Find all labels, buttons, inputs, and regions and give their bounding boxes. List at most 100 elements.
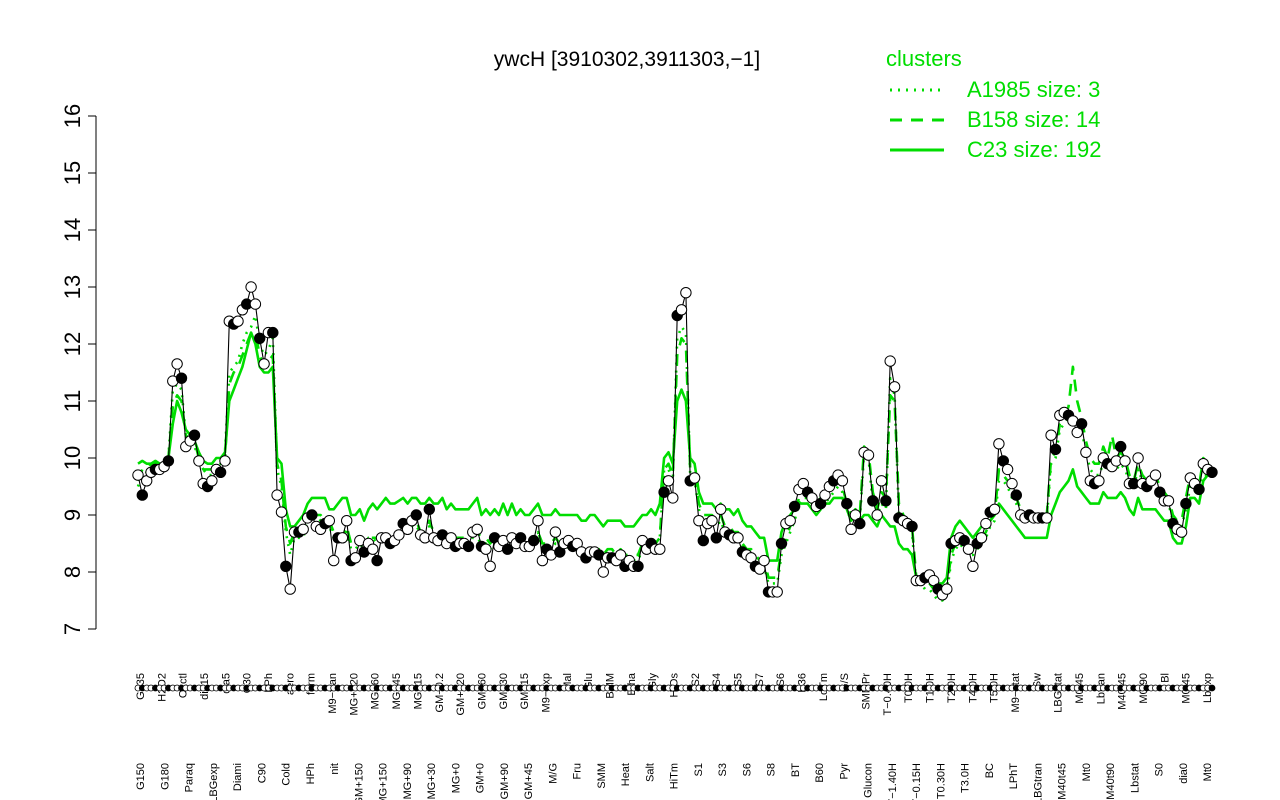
x-tick-label: MG+90 <box>402 763 414 799</box>
data-point <box>136 489 149 501</box>
x-tick-label: T−1.40H <box>887 763 899 800</box>
x-tick-label: Lbstat <box>1129 763 1141 793</box>
data-point <box>1162 495 1175 507</box>
data-point <box>658 486 670 498</box>
x-tick-label: S7 <box>754 673 766 686</box>
data-point <box>1115 440 1127 453</box>
x-tick-label: LBGtran <box>1032 763 1044 800</box>
y-tick-label: 7 <box>60 623 85 635</box>
data-point <box>175 372 188 384</box>
x-tick-label: T−0.15H <box>911 763 923 800</box>
data-point <box>1206 466 1218 478</box>
x-tick-label: dia0 <box>1178 763 1190 784</box>
x-tick-labels: G135H2O2Oxctldia15dia5C30LPhaerofermM9−t… <box>134 672 1216 800</box>
x-tick-label: S1 <box>693 763 705 776</box>
data-point <box>1093 475 1105 487</box>
x-tick-label: BT <box>790 763 802 777</box>
data-point <box>967 560 979 572</box>
x-tick-label: SMMPr <box>861 673 873 710</box>
x-tick-label: GM+90 <box>499 763 511 799</box>
data-point <box>732 532 744 544</box>
legend-label: C23 size: 192 <box>967 137 1102 162</box>
data-point <box>1132 452 1144 464</box>
data-point <box>784 515 796 527</box>
data-point <box>1006 477 1018 490</box>
x-tick-label: T−0.40H <box>882 673 894 716</box>
x-tick-label: Cold <box>281 763 293 786</box>
x-tick-label: LBGexp <box>208 763 220 800</box>
x-tick-label: GM+120 <box>455 673 467 716</box>
y-tick-label: 14 <box>60 218 85 242</box>
x-tick-label: MG+30 <box>426 763 438 799</box>
data-point <box>680 287 692 299</box>
data-point <box>975 532 988 544</box>
data-point <box>462 540 475 553</box>
data-point <box>471 523 483 535</box>
data-point <box>258 358 270 370</box>
data-point <box>323 515 335 527</box>
x-tick-label: MG+120 <box>348 673 360 716</box>
data-point <box>993 438 1005 450</box>
y-tick-label: 11 <box>60 390 85 413</box>
data-point <box>710 532 722 544</box>
x-tick-label: Pyr <box>838 763 850 780</box>
x-tick-label: S4 <box>711 673 723 686</box>
data-point <box>328 554 340 567</box>
data-point <box>941 583 953 595</box>
x-tick-label: S0 <box>1154 763 1166 776</box>
x-tick-label: Etha <box>626 672 638 696</box>
data-point <box>675 304 688 316</box>
legend-title: clusters <box>886 46 962 71</box>
data-point <box>906 520 918 533</box>
data-point <box>280 560 292 572</box>
data-point <box>162 455 175 467</box>
data-point <box>1149 469 1162 481</box>
x-tick-label: M9−tran <box>327 673 339 714</box>
data-point <box>962 543 975 555</box>
data-point <box>697 534 709 547</box>
data-point <box>706 515 718 527</box>
data-point <box>371 554 383 567</box>
data-point <box>1193 483 1205 496</box>
data-point <box>654 543 666 555</box>
data-point <box>336 532 349 544</box>
data-point <box>715 503 727 515</box>
x-tick-label: GM+45 <box>523 763 535 799</box>
data-point <box>788 500 801 513</box>
data-point <box>771 586 783 598</box>
y-tick-label: 12 <box>60 332 85 356</box>
data-point <box>206 475 218 487</box>
x-tick-label: Paraq <box>184 763 196 792</box>
x-tick-label: GM+0 <box>475 763 487 793</box>
x-tick-label: M/G <box>547 763 559 784</box>
data-point <box>193 455 205 467</box>
x-tick-label: M9−exp <box>541 673 553 712</box>
x-tick-label: MG+150 <box>378 763 390 800</box>
data-point <box>171 358 183 370</box>
data-point <box>306 509 318 521</box>
x-tick-label: GM+150 <box>353 763 365 800</box>
x-tick-label: C90 <box>256 763 268 783</box>
x-tick-label: Diami <box>232 763 244 791</box>
x-tick-label: S6 <box>741 763 753 776</box>
data-point <box>341 515 353 527</box>
axes: 7 8 9 10 11 12 13 14 15 16 <box>60 104 97 635</box>
y-tick-label: 10 <box>60 446 85 470</box>
x-tick-label: Mt0 <box>1202 763 1214 781</box>
x-tick-label: LPhT <box>1008 763 1020 790</box>
x-tick-label: T3.0H <box>960 763 972 793</box>
data-point <box>484 560 496 572</box>
x-tick-label: BC <box>984 763 996 778</box>
data-point <box>132 469 144 481</box>
data-point <box>597 566 609 578</box>
data-point <box>1041 512 1053 524</box>
data-point <box>980 517 992 530</box>
data-point <box>532 515 544 527</box>
x-tick-label: M40t45 <box>1057 763 1069 800</box>
data-point <box>688 472 701 484</box>
x-tick-label: nit <box>329 763 341 775</box>
x-tick-label: M40t45 <box>1117 673 1129 710</box>
data-point <box>410 509 422 521</box>
y-tick-label: 9 <box>60 509 85 521</box>
